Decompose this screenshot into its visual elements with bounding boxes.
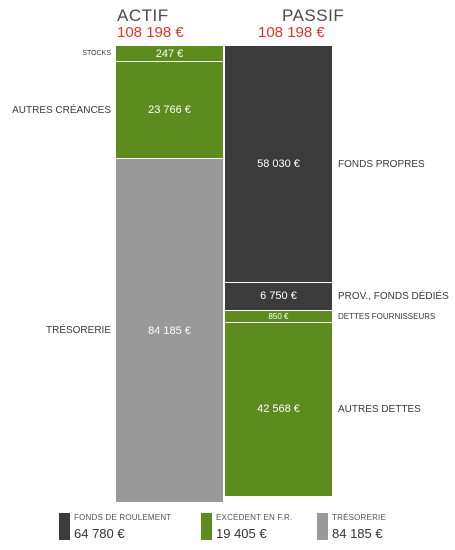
data-label-prov-fonds-dedies: 6 750 € <box>260 290 297 303</box>
legend-swatch-fonds-de-roulement <box>59 513 70 540</box>
bar-segment-autres-creances: 23 766 € <box>116 62 223 160</box>
data-label-autres-dettes: 42 568 € <box>257 403 300 416</box>
data-label-stocks: 247 € <box>155 47 184 60</box>
category-label-dettes-fournisseurs: DETTES FOURNISSEURS <box>338 311 436 321</box>
category-label-prov-fonds-dedies: PROV., FONDS DÉDIÉS <box>338 290 449 302</box>
bar-segment-stocks: 247 € <box>116 46 223 62</box>
legend-value-fonds-de-roulement: 64 780 € <box>74 526 125 541</box>
bar-segment-prov-fonds-dedies: 6 750 € <box>225 283 332 311</box>
legend-label-excedent: EXCÉDENT EN F.R. <box>216 513 293 522</box>
bar-segment-autres-dettes: 42 568 € <box>225 322 332 497</box>
category-label-autres-creances: AUTRES CRÉANCES <box>12 104 111 116</box>
legend-label-tresorerie: TRÉSORERIE <box>332 513 387 522</box>
legend-value-excedent: 19 405 € <box>216 526 267 541</box>
legend-value-tresorerie: 84 185 € <box>332 526 383 541</box>
data-label-fonds-propres: 58 030 € <box>257 158 300 171</box>
bar-segment-fonds-propres: 58 030 € <box>225 46 332 284</box>
legend-swatch-tresorerie <box>317 513 328 540</box>
passif-title: PASSIF <box>282 6 345 25</box>
category-label-stocks: STOCKS <box>82 49 111 57</box>
category-label-autres-dettes: AUTRES DETTES <box>338 403 421 415</box>
bar-segment-dettes-fournisseurs: 850 € <box>225 310 332 323</box>
legend: FONDS DE ROULEMENT 64 780 € EXCÉDENT EN … <box>47 500 403 546</box>
data-label-autres-creances: 23 766 € <box>148 104 191 117</box>
legend-swatch-excedent <box>201 513 212 540</box>
category-label-tresorerie: TRÉSORERIE <box>45 325 111 337</box>
category-label-fonds-propres: FONDS PROPRES <box>338 158 425 170</box>
bar-segment-tresorerie: 84 185 € <box>116 159 223 503</box>
passif-total: 108 198 € <box>258 24 325 41</box>
actif-title: ACTIF <box>117 6 169 25</box>
data-label-dettes-fournisseurs: 850 € <box>268 311 289 321</box>
legend-label-fonds-de-roulement: FONDS DE ROULEMENT <box>74 513 172 522</box>
data-label-tresorerie: 84 185 € <box>148 324 191 337</box>
actif-total: 108 198 € <box>117 24 184 41</box>
